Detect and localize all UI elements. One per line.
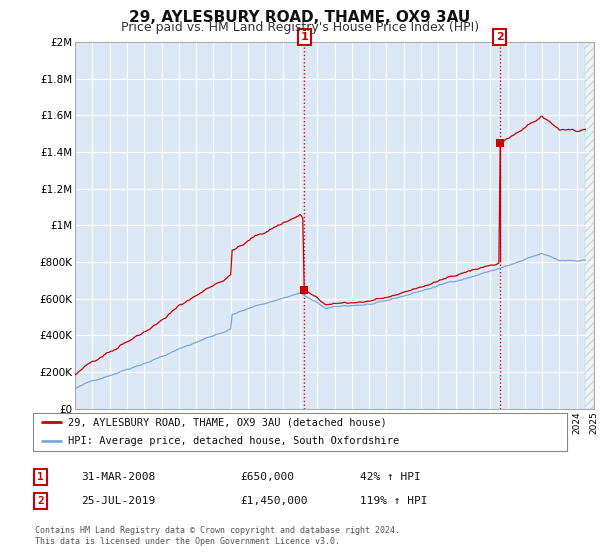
Text: 42% ↑ HPI: 42% ↑ HPI (360, 472, 421, 482)
Text: 119% ↑ HPI: 119% ↑ HPI (360, 496, 427, 506)
Text: 1: 1 (301, 32, 308, 42)
Text: £650,000: £650,000 (240, 472, 294, 482)
Text: 2: 2 (37, 496, 44, 506)
Text: 1: 1 (37, 472, 44, 482)
Text: Price paid vs. HM Land Registry's House Price Index (HPI): Price paid vs. HM Land Registry's House … (121, 21, 479, 34)
Text: 2: 2 (496, 32, 503, 42)
Text: £1,450,000: £1,450,000 (240, 496, 308, 506)
Text: 29, AYLESBURY ROAD, THAME, OX9 3AU: 29, AYLESBURY ROAD, THAME, OX9 3AU (130, 10, 470, 25)
Text: Contains HM Land Registry data © Crown copyright and database right 2024.
This d: Contains HM Land Registry data © Crown c… (35, 526, 400, 546)
Text: 25-JUL-2019: 25-JUL-2019 (81, 496, 155, 506)
Text: HPI: Average price, detached house, South Oxfordshire: HPI: Average price, detached house, Sout… (68, 436, 399, 446)
Text: 31-MAR-2008: 31-MAR-2008 (81, 472, 155, 482)
Text: 29, AYLESBURY ROAD, THAME, OX9 3AU (detached house): 29, AYLESBURY ROAD, THAME, OX9 3AU (deta… (68, 417, 386, 427)
Bar (586, 42, 594, 409)
